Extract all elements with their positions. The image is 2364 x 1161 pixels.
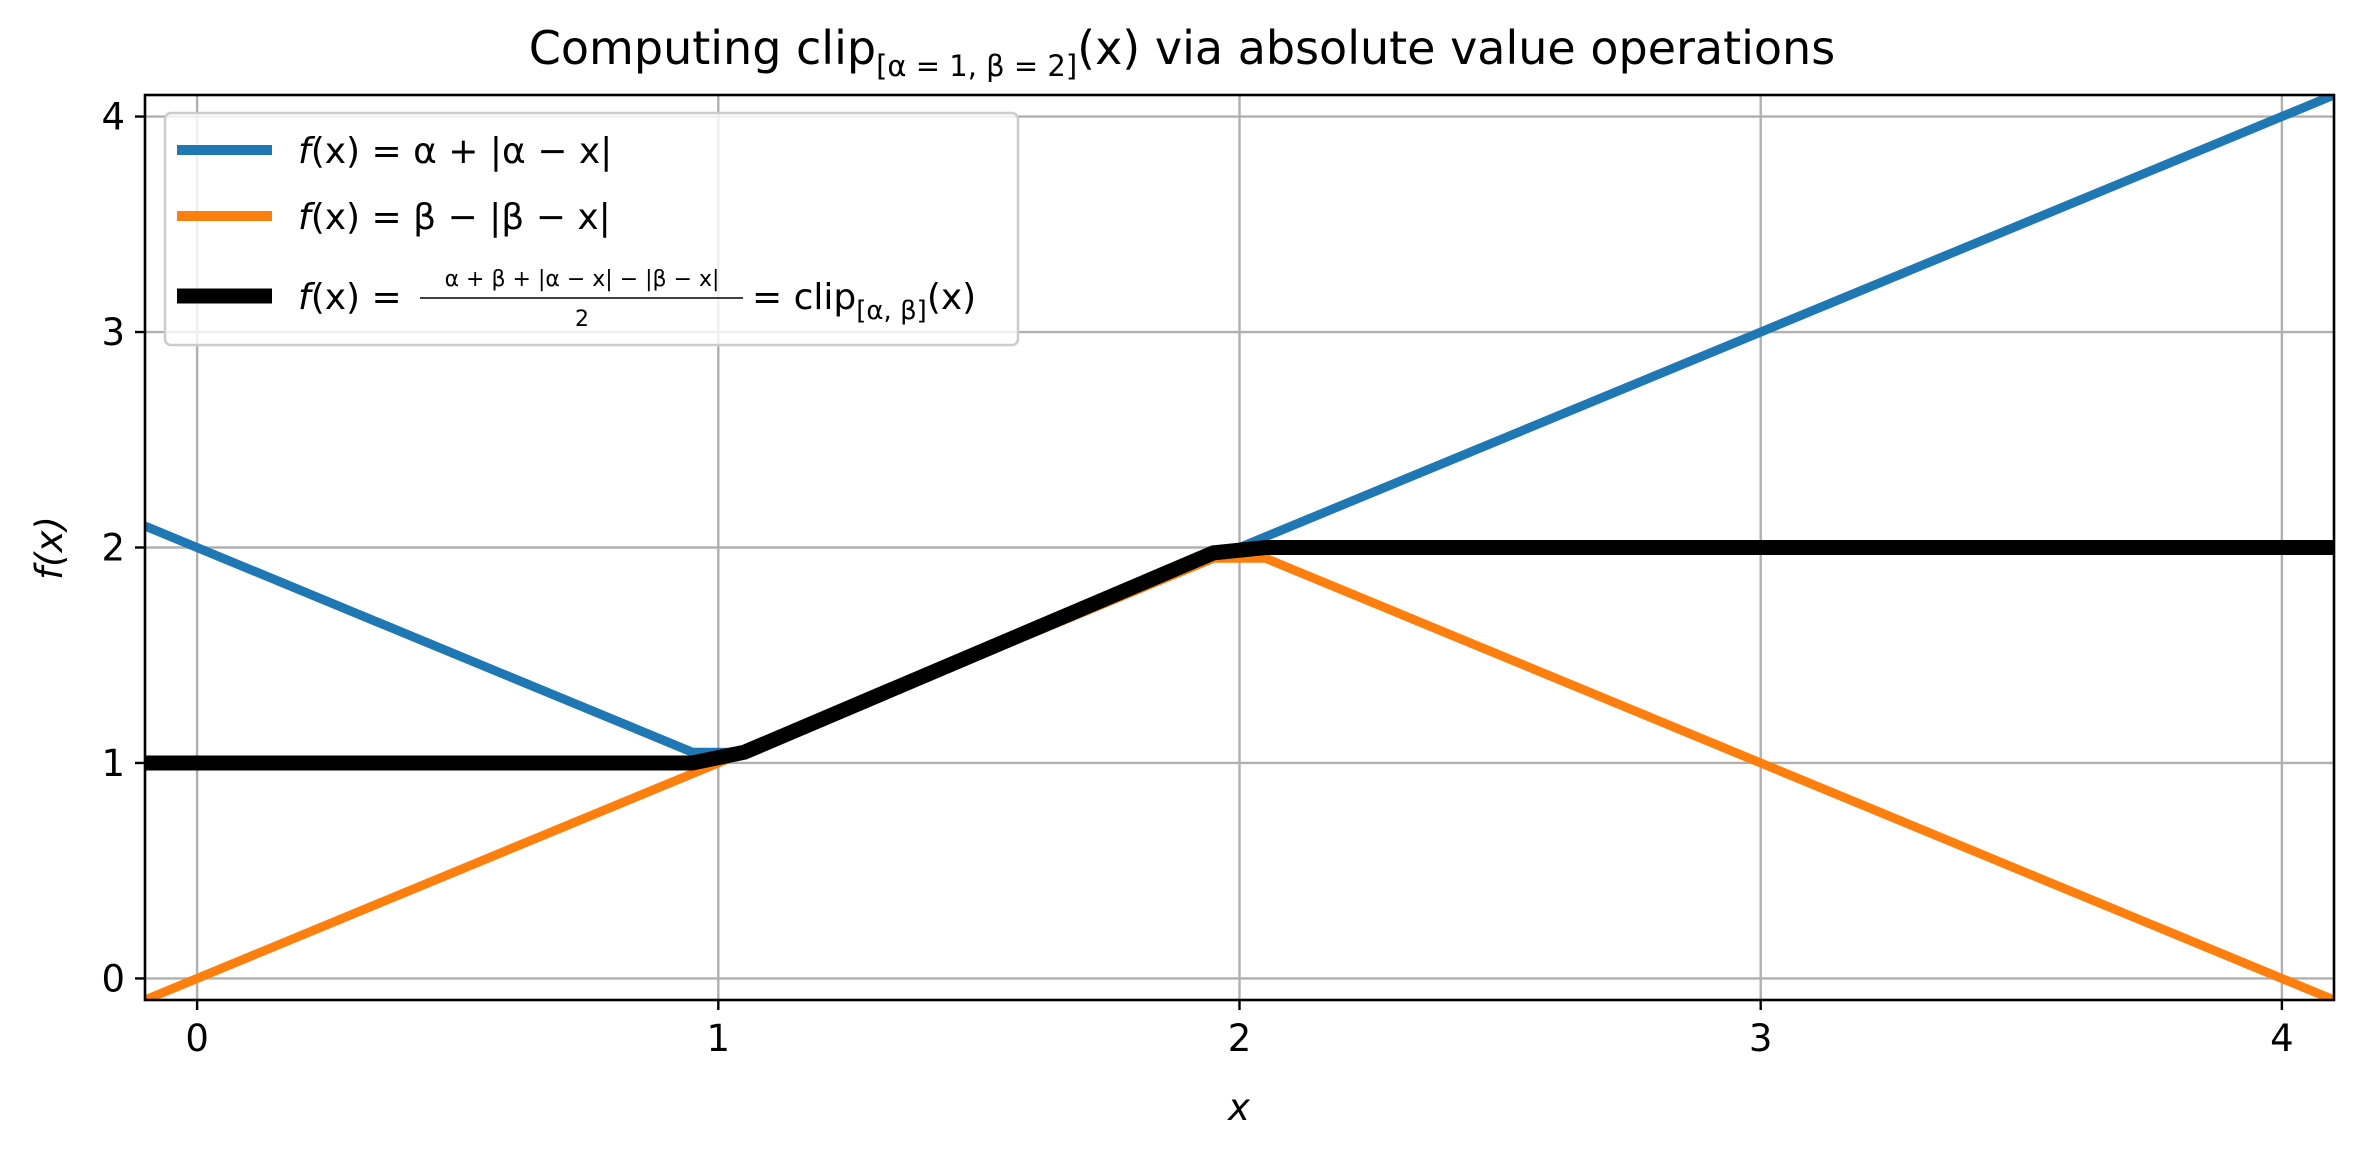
chart-title: Computing clip[α = 1, β = 2](x) via abso…: [529, 21, 1835, 83]
legend-fraction-denominator: 2: [575, 307, 589, 332]
series-line-beta-minus-abs: [145, 553, 2334, 1000]
legend-entry-blue: f(x) = α + |α − x|: [298, 131, 612, 172]
series-lines: [145, 95, 2334, 1000]
x-tick-label: 0: [185, 1017, 209, 1060]
legend-fraction-numerator: α + β + |α − x| − |β − x|: [445, 267, 720, 292]
x-tick-label: 4: [2270, 1017, 2294, 1060]
svg-text:f(x) =: f(x) =: [298, 277, 402, 318]
legend-box: [163, 111, 1020, 347]
y-tick-label: 4: [101, 96, 125, 139]
series-line-clip: [145, 540, 2334, 771]
y-tick-label: 2: [101, 527, 125, 570]
x-axis-label: x: [1227, 1086, 1251, 1129]
x-tick-label: 3: [1749, 1017, 1773, 1060]
x-tick-label: 2: [1228, 1017, 1252, 1060]
y-tick-label: 3: [101, 311, 125, 354]
x-tick-label: 1: [707, 1017, 731, 1060]
svg-text:= clip[α, β](x): = clip[α, β](x): [752, 277, 976, 326]
legend-entry-orange: f(x) = β − |β − x|: [298, 197, 611, 238]
legend: f(x) = α + |α − x| f(x) = β − |β − x| f(…: [163, 111, 1020, 347]
y-axis-label: f(x): [28, 516, 71, 580]
axis-ticks: 0 1 2 3 4 0 1 2 3 4: [101, 96, 2293, 1060]
legend-entry-black: f(x) = α + β + |α − x| − |β − x| 2 = cli…: [298, 267, 976, 332]
y-tick-label: 1: [101, 742, 125, 785]
y-tick-label: 0: [101, 957, 125, 1000]
